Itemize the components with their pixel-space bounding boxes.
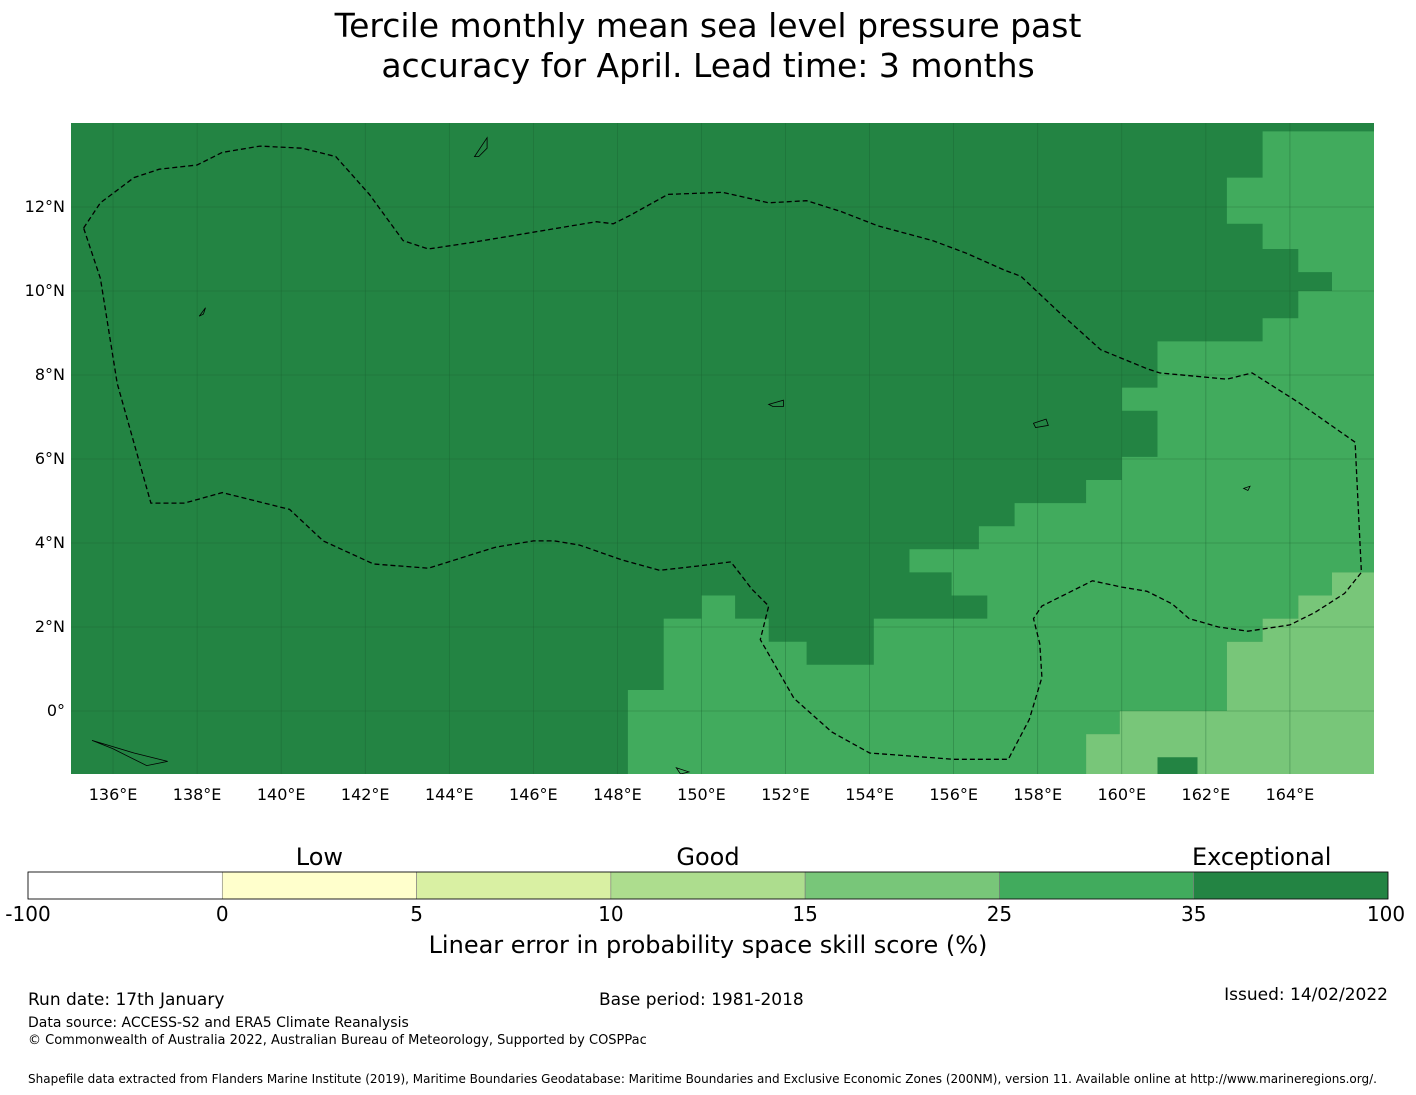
- colorbar-tick-label: 25: [986, 902, 1013, 926]
- lat-tick-label: 12°N: [24, 197, 65, 216]
- colorbar-bin: [27, 871, 223, 900]
- lon-tick-label: 146°E: [509, 785, 558, 804]
- guam-island: [473, 136, 488, 158]
- colorbar-tick-label: 15: [792, 902, 818, 926]
- shapefile-credit: Shapefile data extracted from Flanders M…: [28, 1072, 1377, 1086]
- plot-area: [71, 123, 1374, 774]
- base-period: Base period: 1981-2018: [599, 990, 804, 1010]
- issued-date: Issued: 14/02/2022: [1224, 985, 1388, 1005]
- lat-tick-label: 4°N: [34, 533, 65, 552]
- lon-tick-label: 162°E: [1181, 785, 1231, 804]
- lat-tick-label: 6°N: [34, 449, 65, 468]
- title-line-1: Tercile monthly mean sea level pressure …: [334, 6, 1082, 45]
- lon-tick-label: 152°E: [761, 785, 810, 804]
- lon-tick-label: 164°E: [1265, 785, 1315, 804]
- colorbar-bin: [221, 871, 417, 900]
- manus-island: [675, 766, 691, 774]
- lon-tick-label: 150°E: [677, 785, 726, 804]
- lon-tick-label: 158°E: [1013, 785, 1063, 804]
- colorbar-bin: [610, 871, 806, 900]
- colorbar-tick-label: 35: [1180, 902, 1207, 926]
- colorbar-tick-label: 0: [215, 902, 229, 926]
- lon-tick-label: 156°E: [929, 785, 978, 804]
- colorbar-tick-label: 10: [598, 902, 624, 926]
- lat-tick-label: 10°N: [24, 281, 65, 300]
- yap-island: [198, 307, 206, 317]
- colorbar-category-label: Low: [295, 843, 344, 871]
- colorbar-bin: [999, 871, 1195, 900]
- lon-tick-label: 154°E: [845, 785, 894, 804]
- copyright: © Commonwealth of Australia 2022, Austra…: [28, 1033, 647, 1048]
- data-source: Data source: ACCESS-S2 and ERA5 Climate …: [28, 1015, 409, 1031]
- png-islands: [91, 740, 168, 767]
- colorbar-bin: [1193, 871, 1389, 900]
- run-date: Run date: 17th January: [28, 990, 225, 1010]
- title-line-2: accuracy for April. Lead time: 3 months: [381, 46, 1035, 85]
- colorbar-bin: [416, 871, 612, 900]
- colorbar-tick-label: 100: [1366, 902, 1406, 926]
- colorbar-category-label: Exceptional: [1191, 843, 1332, 871]
- lon-tick-label: 142°E: [340, 785, 390, 804]
- lon-tick-label: 136°E: [88, 785, 138, 804]
- lon-tick-label: 138°E: [172, 785, 222, 804]
- kosrae-island: [1242, 485, 1251, 492]
- lon-tick-label: 140°E: [256, 785, 306, 804]
- skill-35-to-25-region: [627, 131, 1374, 774]
- colorbar-tick-label: -100: [5, 902, 51, 926]
- skill-25-to-15-region: [1086, 572, 1374, 774]
- pohnpei-island: [1032, 418, 1049, 428]
- colorbar-bin: [804, 871, 1000, 900]
- lon-tick-label: 144°E: [424, 785, 474, 804]
- colorbar-label: Linear error in probability space skill …: [428, 931, 988, 959]
- chuuk-island: [767, 399, 784, 407]
- chart-title: Tercile monthly mean sea level pressure …: [0, 6, 1416, 86]
- lat-tick-label: 2°N: [34, 617, 65, 636]
- colorbar-category-label: Good: [676, 843, 740, 871]
- colorbar-frame: [27, 871, 1389, 900]
- lon-tick-label: 160°E: [1097, 785, 1147, 804]
- lat-tick-label: 0°: [46, 701, 65, 720]
- lon-tick-label: 148°E: [593, 785, 642, 804]
- colorbar-tick-label: 5: [410, 902, 423, 926]
- lat-tick-label: 8°N: [34, 365, 65, 384]
